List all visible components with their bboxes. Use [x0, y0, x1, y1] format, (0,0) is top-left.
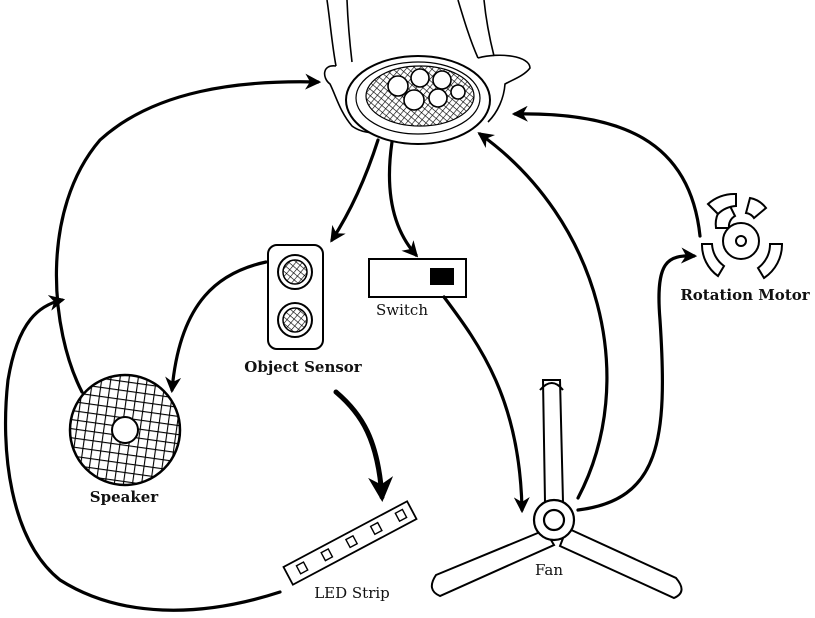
wire-sensor-to-speaker — [165, 260, 268, 394]
left-arm-outline — [326, 0, 337, 67]
led-2 — [320, 547, 334, 562]
wire-led-to-speaker-loop — [3, 295, 282, 612]
right-hand — [477, 54, 531, 123]
object-sensor: Object Sensor — [244, 244, 363, 376]
right-arm-outline-inner — [483, 0, 495, 57]
fan-hub-center — [542, 508, 566, 532]
right-arm-outline — [457, 0, 479, 59]
wire-motor-to-plate — [511, 105, 702, 238]
switch-toggle — [430, 268, 454, 285]
left-arm-outline-inner — [346, 0, 353, 63]
speaker-center — [111, 416, 139, 444]
led-5 — [394, 508, 408, 523]
switch: Switch — [368, 258, 467, 319]
sensor-mesh-bottom — [282, 307, 308, 333]
wire-fan-to-motor — [576, 247, 698, 512]
meatballs — [387, 68, 466, 111]
led-strip-label: LED Strip — [314, 584, 390, 602]
motor-blade-left — [700, 243, 726, 278]
switch-body — [368, 258, 467, 298]
fan-blade-top — [541, 379, 565, 503]
wire-plate-to-sensor — [330, 138, 380, 243]
led-1 — [295, 561, 309, 575]
switch-label: Switch — [376, 301, 428, 319]
plate-with-hands — [323, 0, 531, 145]
led-strip — [282, 500, 418, 586]
sensor-mesh-top — [282, 259, 308, 285]
motor-lobe-top-right — [744, 196, 768, 220]
wire-fan-to-plate — [477, 132, 609, 500]
connections — [3, 73, 702, 612]
motor-blade-top — [706, 192, 737, 216]
rotation-motor: Rotation Motor — [680, 192, 811, 304]
rotation-motor-label: Rotation Motor — [680, 286, 810, 304]
motor-shaft — [735, 235, 747, 247]
fan-blade-top-tip — [539, 382, 564, 391]
object-sensor-label: Object Sensor — [244, 358, 363, 376]
led-4 — [369, 521, 383, 536]
fan-blade-right — [558, 526, 683, 600]
wire-sensor-to-led — [333, 389, 394, 502]
wire-speaker-to-plate — [54, 73, 322, 394]
fan: Fan — [430, 379, 683, 600]
motor-blade-right — [756, 243, 784, 280]
speaker: Speaker — [68, 373, 182, 506]
fan-label: Fan — [535, 561, 563, 579]
fan-blade-left — [430, 528, 556, 598]
led-3 — [344, 534, 359, 549]
speaker-label: Speaker — [90, 488, 160, 506]
left-hand — [323, 65, 381, 134]
wire-plate-to-switch — [387, 140, 419, 258]
wire-switch-to-fan — [442, 295, 530, 514]
